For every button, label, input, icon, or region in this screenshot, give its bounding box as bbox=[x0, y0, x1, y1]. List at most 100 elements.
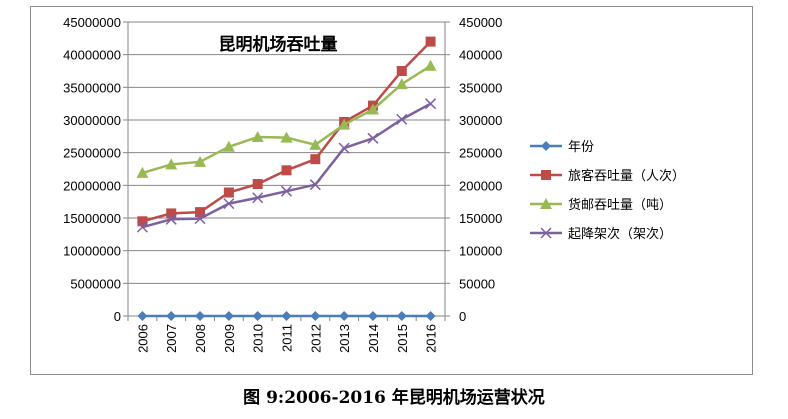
data-point bbox=[223, 187, 234, 198]
y-left-tick-label: 25000000 bbox=[63, 146, 121, 161]
series-group bbox=[136, 36, 437, 321]
data-point bbox=[165, 213, 177, 225]
y-left-tick-label: 5000000 bbox=[70, 276, 121, 291]
x-stroke bbox=[165, 213, 177, 225]
y-right-tick-label: 50000 bbox=[459, 276, 495, 291]
data-point bbox=[165, 158, 178, 170]
data-point bbox=[251, 130, 264, 142]
x-tick-label: 2016 bbox=[424, 324, 439, 353]
legend-label: 起降架次（架次） bbox=[568, 226, 672, 242]
x-tick-label: 2006 bbox=[135, 324, 150, 353]
data-point bbox=[367, 311, 378, 321]
legend-marker bbox=[541, 170, 551, 180]
y-left-tick-label: 45000000 bbox=[63, 15, 121, 30]
x-stroke bbox=[540, 227, 552, 239]
data-point bbox=[223, 198, 235, 210]
data-point bbox=[310, 311, 321, 321]
data-point bbox=[195, 207, 206, 218]
y-right-tick-label: 400000 bbox=[459, 48, 502, 63]
axes: 0 5000000 10000000 15000000 20000000 25000000… bbox=[63, 15, 502, 353]
x-stroke bbox=[367, 132, 379, 144]
data-point bbox=[395, 78, 408, 90]
legend-label: 货邮吞吐量（吨） bbox=[568, 197, 672, 213]
data-point bbox=[424, 59, 437, 71]
x-stroke bbox=[194, 213, 206, 225]
x-tick-label: 2010 bbox=[251, 324, 266, 353]
y-left-tick-label: 0 bbox=[114, 309, 121, 324]
x-stroke bbox=[425, 98, 437, 110]
data-point bbox=[310, 154, 321, 165]
data-point bbox=[194, 213, 206, 225]
data-point bbox=[252, 311, 263, 321]
y-right-tick-label: 450000 bbox=[459, 15, 502, 30]
legend-label: 年份 bbox=[568, 140, 594, 155]
y-left-tick-label: 20000000 bbox=[63, 178, 121, 193]
data-point bbox=[309, 138, 322, 150]
data-point bbox=[425, 98, 437, 110]
x-tick-label: 2009 bbox=[222, 324, 237, 353]
y-left-tick-label: 15000000 bbox=[63, 211, 121, 226]
legend-marker bbox=[540, 227, 552, 239]
y-right-tick-label: 0 bbox=[459, 309, 466, 324]
data-point bbox=[137, 216, 148, 227]
data-point bbox=[425, 311, 436, 321]
x-stroke bbox=[396, 113, 408, 125]
y-left-tick-label: 10000000 bbox=[63, 244, 121, 259]
data-point bbox=[166, 311, 177, 321]
data-point bbox=[367, 132, 379, 144]
series-line bbox=[142, 40, 432, 223]
y-right-tick-label: 250000 bbox=[459, 146, 502, 161]
data-point bbox=[252, 192, 264, 204]
y-right-tick-label: 150000 bbox=[459, 211, 502, 226]
data-point bbox=[223, 311, 234, 321]
data-point bbox=[136, 166, 149, 178]
legend-label: 旅客吞吐量（人次） bbox=[568, 168, 685, 184]
data-point bbox=[195, 311, 206, 321]
data-point bbox=[136, 221, 148, 233]
series-2 bbox=[136, 59, 437, 178]
data-point bbox=[338, 142, 350, 154]
legend-marker bbox=[540, 198, 552, 209]
data-point bbox=[194, 155, 207, 167]
y-left-tick-label: 35000000 bbox=[63, 80, 121, 95]
y-right-tick-label: 350000 bbox=[459, 80, 502, 95]
y-right-tick-label: 300000 bbox=[459, 113, 502, 128]
x-stroke bbox=[309, 179, 321, 191]
data-point bbox=[366, 103, 379, 115]
series-0 bbox=[137, 311, 436, 321]
data-point bbox=[396, 66, 407, 76]
y-right-tick-label: 100000 bbox=[459, 244, 502, 259]
x-tick-label: 2015 bbox=[395, 324, 410, 353]
series-1 bbox=[137, 36, 436, 227]
x-tick-label: 2012 bbox=[308, 324, 323, 353]
x-stroke bbox=[338, 142, 350, 154]
data-point bbox=[280, 185, 293, 197]
x-stroke bbox=[223, 198, 235, 210]
figure-caption: 图 9:2006-2016 年昆明机场运营状况 bbox=[243, 388, 545, 408]
data-point bbox=[309, 179, 321, 191]
data-point bbox=[166, 208, 177, 219]
data-point bbox=[338, 118, 351, 130]
data-point bbox=[137, 311, 148, 321]
data-point bbox=[425, 36, 436, 47]
x-tick-label: 2007 bbox=[164, 324, 179, 353]
x-stroke bbox=[252, 192, 264, 204]
y-right-tick-label: 200000 bbox=[459, 178, 502, 193]
data-point bbox=[280, 131, 293, 143]
x-tick-label: 2013 bbox=[337, 324, 352, 353]
data-point bbox=[396, 311, 407, 321]
data-point bbox=[339, 311, 350, 321]
grid-lines bbox=[128, 21, 445, 284]
data-point bbox=[252, 179, 263, 190]
chart-title: 昆明机场吞吐量 bbox=[219, 34, 338, 55]
x-stroke bbox=[280, 185, 293, 197]
data-point bbox=[281, 311, 292, 321]
x-tick-label: 2008 bbox=[193, 324, 208, 353]
y-left-tick-label: 40000000 bbox=[63, 48, 121, 63]
x-tick-label: 2011 bbox=[280, 324, 295, 352]
legend-marker bbox=[541, 141, 551, 151]
x-stroke bbox=[136, 221, 148, 233]
series-line bbox=[142, 64, 432, 175]
